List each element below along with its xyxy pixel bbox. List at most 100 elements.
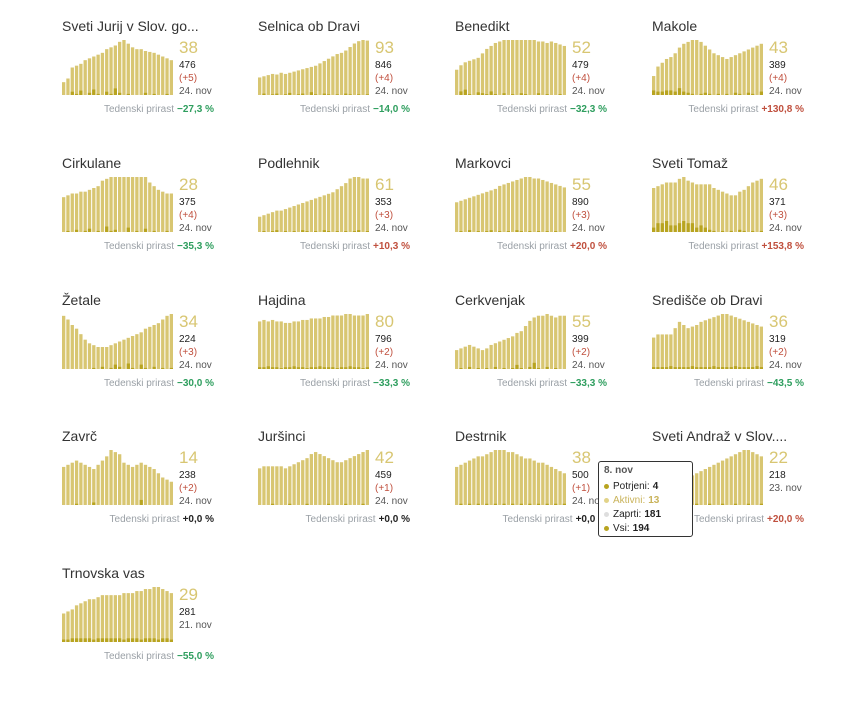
bar-active[interactable]	[165, 591, 169, 642]
bar-active[interactable]	[270, 73, 275, 95]
bar-active[interactable]	[660, 62, 664, 95]
bar-active[interactable]	[755, 180, 759, 232]
bar-active[interactable]	[554, 184, 558, 232]
bar-active[interactable]	[122, 593, 126, 642]
bar-active[interactable]	[511, 452, 515, 505]
bar-active[interactable]	[96, 186, 100, 232]
bar-active[interactable]	[288, 322, 292, 369]
bar-active[interactable]	[541, 462, 545, 505]
bar-active[interactable]	[511, 336, 515, 369]
bar-active[interactable]	[305, 68, 309, 95]
bar-active[interactable]	[365, 40, 369, 95]
bar-active[interactable]	[455, 466, 459, 505]
bar-active[interactable]	[96, 464, 100, 505]
bar-active[interactable]	[74, 328, 79, 369]
bar-active[interactable]	[100, 180, 105, 232]
bar-active[interactable]	[746, 186, 751, 232]
bar-active[interactable]	[686, 180, 690, 232]
bar-active[interactable]	[703, 320, 707, 369]
bar-active[interactable]	[339, 315, 344, 369]
municipality-card[interactable]: Selnica ob Dravi 93 846 (+4) 24. nov Tedenski…	[258, 18, 438, 138]
bar-active[interactable]	[746, 321, 751, 369]
bar-active[interactable]	[554, 317, 558, 369]
bar-active[interactable]	[92, 188, 96, 232]
bar-active[interactable]	[305, 201, 309, 232]
bar-active[interactable]	[305, 319, 309, 369]
bar-active[interactable]	[62, 315, 66, 369]
bar-active[interactable]	[135, 591, 139, 642]
bar-active[interactable]	[738, 191, 742, 232]
bar-active[interactable]	[733, 55, 738, 95]
bar-active[interactable]	[472, 346, 476, 369]
bar-active[interactable]	[549, 41, 554, 95]
bar-active[interactable]	[70, 67, 74, 96]
bar-active[interactable]	[729, 195, 733, 232]
bar-active[interactable]	[352, 315, 357, 369]
bar-active[interactable]	[515, 454, 519, 505]
bar-active[interactable]	[169, 193, 173, 233]
bar-active[interactable]	[493, 450, 498, 505]
bar-active[interactable]	[459, 464, 463, 505]
bar-active[interactable]	[74, 65, 79, 95]
bar-active[interactable]	[751, 452, 755, 505]
bar-active[interactable]	[62, 613, 66, 642]
bar-active[interactable]	[541, 179, 545, 232]
bar-active[interactable]	[532, 40, 536, 95]
bar-active[interactable]	[519, 40, 523, 95]
municipality-card[interactable]: Hajdina 80 796 (+2) 24. nov Tedenski prirast −…	[258, 292, 438, 412]
bar-active[interactable]	[135, 177, 139, 232]
bar-active[interactable]	[669, 57, 673, 95]
bar-active[interactable]	[314, 318, 318, 369]
bar-active[interactable]	[455, 202, 459, 232]
bar-active[interactable]	[105, 595, 109, 642]
bar-active[interactable]	[738, 452, 742, 505]
bar-active[interactable]	[536, 315, 541, 369]
bar-active[interactable]	[309, 199, 313, 232]
bar-active[interactable]	[489, 452, 493, 505]
bar-active[interactable]	[292, 464, 296, 505]
bar-active[interactable]	[476, 57, 480, 95]
bar-active[interactable]	[139, 49, 143, 95]
bar-active[interactable]	[109, 177, 113, 232]
bar-active[interactable]	[528, 40, 532, 95]
bar-active[interactable]	[463, 346, 467, 369]
municipality-card[interactable]: Markovci 55 890 (+3) 24. nov Tedenski prirast…	[455, 155, 635, 275]
bar-active[interactable]	[695, 325, 699, 369]
bar-active[interactable]	[502, 450, 506, 505]
bar-active[interactable]	[361, 178, 365, 232]
bar-active[interactable]	[118, 341, 122, 370]
bar-active[interactable]	[318, 318, 322, 369]
bar-active[interactable]	[742, 51, 746, 95]
bar-active[interactable]	[746, 450, 751, 505]
bar-active[interactable]	[143, 51, 148, 95]
bar-active[interactable]	[70, 193, 74, 233]
bar-active[interactable]	[143, 589, 148, 642]
bar-active[interactable]	[279, 321, 283, 369]
municipality-card[interactable]: Podlehnik 61 353 (+3) 24. nov Tedenski priras…	[258, 155, 438, 275]
bar-active[interactable]	[733, 317, 738, 369]
bar-active[interactable]	[352, 456, 357, 505]
bar-active[interactable]	[66, 319, 70, 370]
bar-active[interactable]	[143, 464, 148, 505]
bar-active[interactable]	[532, 317, 536, 369]
bar-active[interactable]	[528, 458, 532, 505]
bar-active[interactable]	[258, 468, 262, 505]
bar-active[interactable]	[755, 454, 759, 505]
bar-active[interactable]	[301, 460, 305, 505]
bar-active[interactable]	[699, 184, 703, 232]
bar-active[interactable]	[130, 466, 135, 505]
bar-active[interactable]	[130, 47, 135, 95]
bar-active[interactable]	[66, 464, 70, 505]
bar-active[interactable]	[169, 314, 173, 369]
bar-active[interactable]	[545, 464, 549, 505]
bar-active[interactable]	[92, 599, 96, 642]
bar-active[interactable]	[506, 452, 510, 505]
bar-active[interactable]	[695, 473, 699, 505]
bar-active[interactable]	[92, 469, 96, 505]
bar-active[interactable]	[716, 55, 720, 95]
bar-active[interactable]	[87, 189, 92, 232]
bar-active[interactable]	[541, 315, 545, 369]
bar-active[interactable]	[275, 321, 279, 369]
bar-active[interactable]	[502, 339, 506, 369]
bar-active[interactable]	[288, 72, 292, 95]
